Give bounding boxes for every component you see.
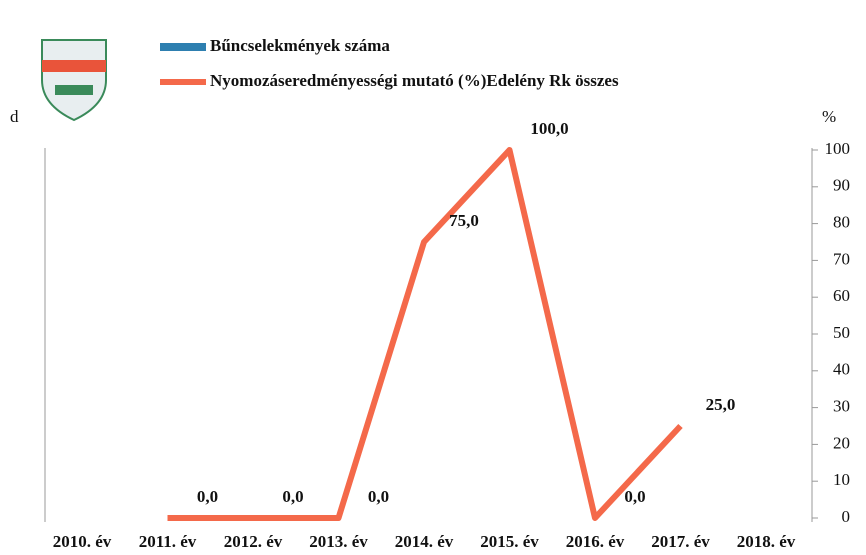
data-label: 0,0 bbox=[282, 487, 303, 506]
y2-tick-label: 40 bbox=[833, 360, 850, 379]
y2-tick-label: 0 bbox=[842, 507, 851, 526]
data-label: 0,0 bbox=[197, 487, 218, 506]
y2-tick-label: 20 bbox=[833, 433, 850, 452]
y2-tick-label: 70 bbox=[833, 249, 850, 268]
y2-tick-label: 10 bbox=[833, 470, 850, 489]
y-axis-label: d bbox=[10, 107, 19, 126]
chart: d % 0 10 20 30 40 50 60 70 80 90 100 2010. év 2011. … bbox=[0, 0, 866, 555]
y2-tick-label: 90 bbox=[833, 176, 850, 195]
x-tick-label: 2017. év bbox=[651, 532, 710, 551]
x-tick-label: 2011. év bbox=[139, 532, 197, 551]
data-label: 0,0 bbox=[624, 487, 645, 506]
y2-tick-label: 30 bbox=[833, 397, 850, 416]
legend-label: Nyomozáseredményességi mutató (%)Edelény… bbox=[210, 71, 619, 90]
data-label: 25,0 bbox=[706, 395, 736, 414]
x-tick-label: 2014. év bbox=[395, 532, 454, 551]
y2-tick-label: 100 bbox=[825, 139, 851, 158]
legend-swatch bbox=[160, 43, 206, 51]
y2-axis-label: % bbox=[822, 107, 836, 126]
y2-tick-label: 80 bbox=[833, 213, 850, 232]
x-tick-label: 2016. év bbox=[566, 532, 625, 551]
data-label: 75,0 bbox=[449, 211, 479, 230]
x-tick-label: 2018. év bbox=[737, 532, 796, 551]
y2-tick-label: 60 bbox=[833, 286, 850, 305]
data-label: 100,0 bbox=[530, 119, 568, 138]
x-tick-label: 2010. év bbox=[53, 532, 112, 551]
x-tick-label: 2012. év bbox=[224, 532, 283, 551]
legend-label: Bűncselekmények száma bbox=[210, 36, 390, 55]
data-label: 0,0 bbox=[368, 487, 389, 506]
y2-tick-label: 50 bbox=[833, 323, 850, 342]
x-tick-label: 2013. év bbox=[309, 532, 368, 551]
x-tick-label: 2015. év bbox=[480, 532, 539, 551]
